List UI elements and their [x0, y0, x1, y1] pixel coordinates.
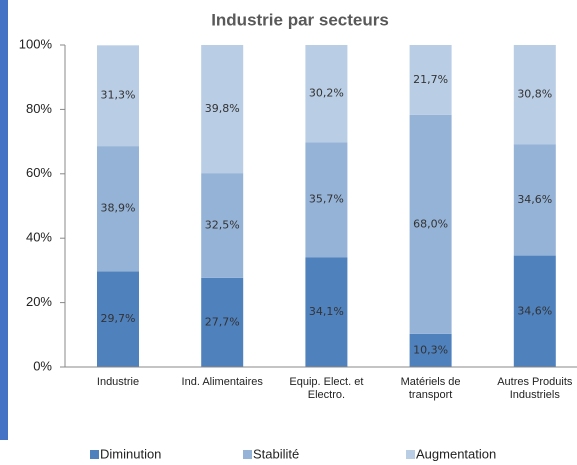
x-tick-label: Equip. Elect. et Electro.	[289, 376, 363, 401]
bar-segment	[201, 277, 244, 367]
bar-segment	[409, 114, 452, 334]
value-label: 32,5%	[205, 218, 240, 231]
y-tick-label: 20%	[26, 294, 52, 309]
bar-segment	[97, 146, 139, 272]
x-tick-label: Industrie	[97, 376, 139, 388]
legend-label: Stabilité	[253, 446, 299, 461]
y-tick-label: 60%	[26, 165, 52, 180]
value-label: 68,0%	[413, 217, 448, 230]
x-tick-label: Ind. Alimentaires	[182, 376, 264, 388]
bar-segment	[201, 173, 244, 278]
bar-segment	[305, 142, 348, 258]
y-tick-label: 0%	[33, 358, 52, 373]
x-tick-label: Matériels de transport	[401, 376, 461, 401]
bar-segment	[97, 271, 139, 367]
bar-segment	[409, 45, 452, 115]
y-tick-label: 80%	[26, 101, 52, 116]
value-label: 34,1%	[309, 305, 344, 318]
bar-segment	[97, 45, 139, 147]
value-label: 29,7%	[101, 312, 136, 325]
value-label: 34,6%	[517, 193, 552, 206]
legend-label: Augmentation	[416, 446, 496, 461]
value-label: 35,7%	[309, 193, 344, 206]
bar-segment	[513, 255, 556, 367]
value-label: 38,9%	[101, 202, 136, 215]
bar-segment	[513, 144, 556, 256]
legend-label: Diminution	[100, 446, 161, 461]
bar-segment	[201, 45, 244, 174]
legend-swatch	[406, 450, 415, 459]
bar-segment	[305, 257, 348, 367]
value-label: 39,8%	[205, 102, 240, 115]
y-tick-label: 100%	[19, 36, 53, 51]
x-tick-label: Autres Produits Industriels	[497, 376, 573, 401]
value-label: 30,2%	[309, 87, 344, 100]
value-label: 34,6%	[517, 304, 552, 317]
value-label: 10,3%	[413, 343, 448, 356]
legend-swatch	[90, 450, 99, 459]
chart-title: Industrie par secteurs	[211, 10, 389, 29]
value-label: 31,3%	[101, 89, 136, 102]
bar-segment	[513, 45, 556, 145]
bar-segment	[305, 45, 348, 143]
value-label: 27,7%	[205, 315, 240, 328]
legend-swatch	[243, 450, 252, 459]
value-label: 21,7%	[413, 73, 448, 86]
bar-segment	[409, 333, 452, 367]
y-tick-label: 40%	[26, 230, 52, 245]
value-label: 30,8%	[517, 88, 552, 101]
side-strip	[0, 0, 8, 440]
